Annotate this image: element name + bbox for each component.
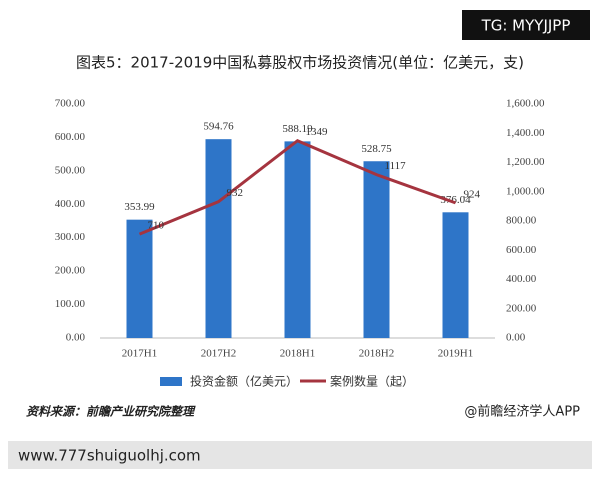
y-tick-label: 600.00 — [55, 131, 86, 143]
line — [138, 138, 457, 236]
line-label: 932 — [227, 187, 244, 199]
bar-label: 588.19 — [282, 123, 313, 135]
x-tick-label: 2019H1 — [438, 348, 473, 360]
x-tick-label: 2018H2 — [359, 348, 394, 360]
y-tick-label: 200.00 — [55, 265, 86, 277]
source: 资料来源：前瞻产业研究院整理 — [26, 405, 196, 419]
y-tick-label: 100.00 — [55, 298, 86, 310]
bar-label: 528.75 — [361, 143, 392, 155]
y-tick-label: 500.00 — [55, 164, 86, 176]
chart-title: 图表5：2017-2019中国私募股权市场投资情况(单位：亿美元，支) — [76, 54, 524, 72]
y2-tick-label: 1,000.00 — [506, 185, 545, 197]
legend-label: 案例数量（起） — [330, 374, 414, 389]
footer-bar — [8, 441, 592, 469]
y2-tick-label: 400.00 — [506, 273, 537, 285]
watermark-text: TG: MYYJJPP — [481, 17, 571, 35]
credit: @前瞻经济学人APP — [464, 404, 580, 420]
bar — [363, 161, 390, 338]
legend-swatch — [160, 377, 182, 386]
y-tick-label: 700.00 — [55, 98, 86, 110]
y2-tick-label: 1,600.00 — [506, 98, 545, 110]
bar-label: 594.76 — [203, 121, 234, 133]
y-tick-label: 300.00 — [55, 231, 86, 243]
y2-tick-label: 1,400.00 — [506, 127, 545, 139]
y2-tick-label: 0.00 — [506, 332, 526, 344]
legend-label: 投资金额（亿美元） — [190, 374, 298, 389]
y2-tick-label: 1,200.00 — [506, 156, 545, 168]
x-tick-label: 2018H1 — [280, 348, 315, 360]
x-tick-label: 2017H1 — [122, 348, 157, 360]
y-tick-label: 400.00 — [55, 198, 86, 210]
bar — [284, 141, 311, 338]
bar — [126, 219, 153, 338]
x-tick-label: 2017H2 — [201, 348, 236, 360]
y2-tick-label: 800.00 — [506, 215, 537, 227]
line-label: 924 — [464, 188, 481, 200]
y2-tick-label: 200.00 — [506, 302, 537, 314]
y2-tick-label: 600.00 — [506, 244, 537, 256]
bar — [205, 139, 232, 338]
bar — [442, 212, 469, 338]
y-tick-label: 0.00 — [66, 332, 86, 344]
footer-url: www.777shuiguolhj.com — [18, 447, 201, 465]
line-label: 1349 — [306, 126, 329, 138]
bar-label: 353.99 — [124, 201, 155, 213]
line-label: 710 — [148, 220, 165, 232]
watermark-box — [462, 10, 590, 40]
line-label: 1117 — [385, 160, 407, 172]
bar-label: 376.04 — [440, 194, 471, 206]
